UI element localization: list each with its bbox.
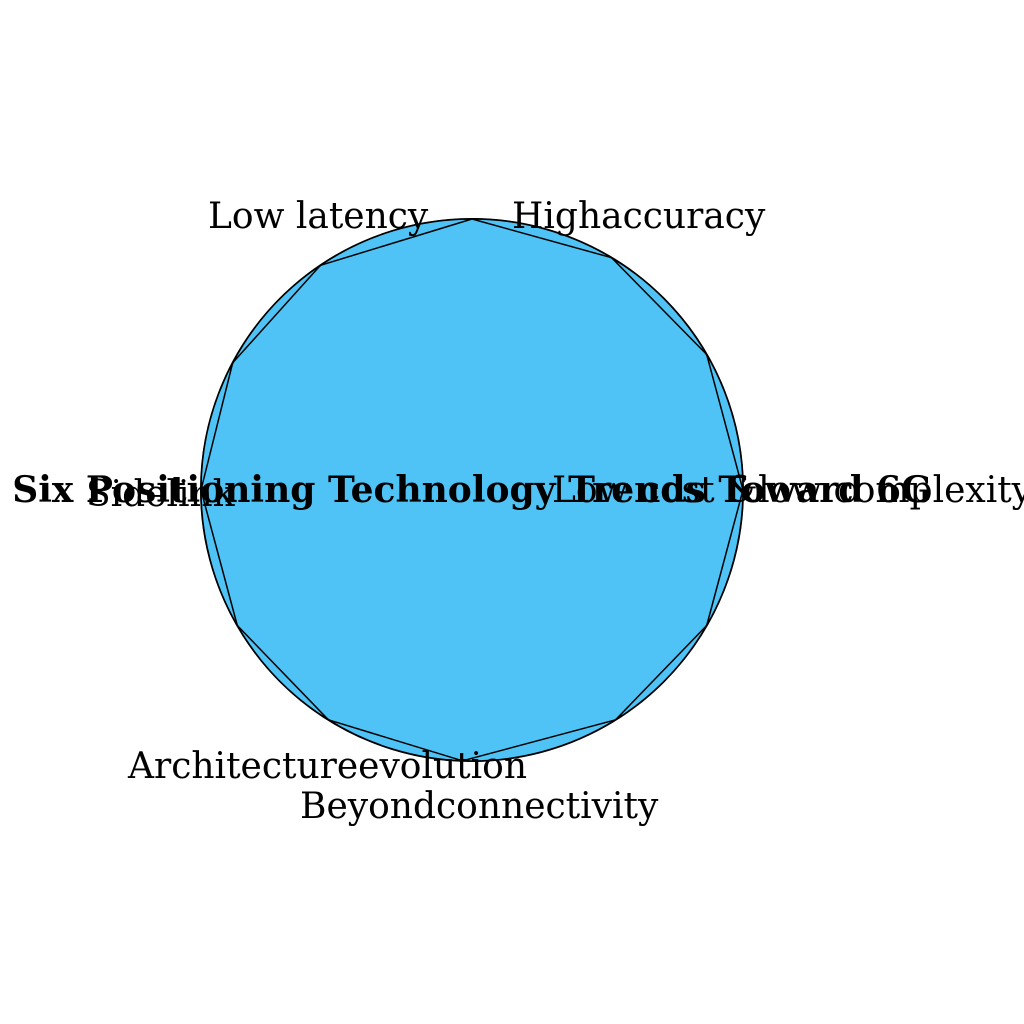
trend-label-architecture-evolution: Architectureevolution: [127, 746, 527, 787]
diagram-title: Six Positioning Technology Trends Toward…: [12, 469, 932, 511]
trend-label-low-latency: Low latency: [208, 196, 429, 237]
trend-label-beyond-connectivity: Beyondconnectivity: [300, 786, 659, 827]
trend-label-high-accuracy: Highaccuracy: [512, 196, 766, 237]
